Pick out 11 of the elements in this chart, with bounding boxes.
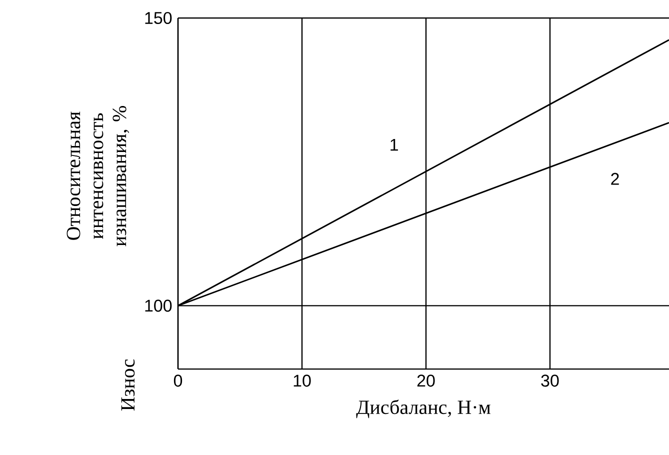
y-tick-label: 150 xyxy=(145,12,172,24)
text: Износ xyxy=(121,359,135,411)
y-tick-label: 100 xyxy=(145,300,172,312)
x-tick-label: 30 xyxy=(541,374,559,387)
x-tick-label: 0 xyxy=(174,374,182,387)
x-tick-label: 20 xyxy=(417,374,435,387)
y-axis-title: Относительная интенсивность изнашивания, % xyxy=(66,106,130,246)
series-label: 1 xyxy=(390,138,398,151)
x-axis-title: Дисбаланс, Н·м xyxy=(356,400,490,418)
x-tick-label: 10 xyxy=(294,374,311,387)
series-label: 2 xyxy=(611,172,619,185)
